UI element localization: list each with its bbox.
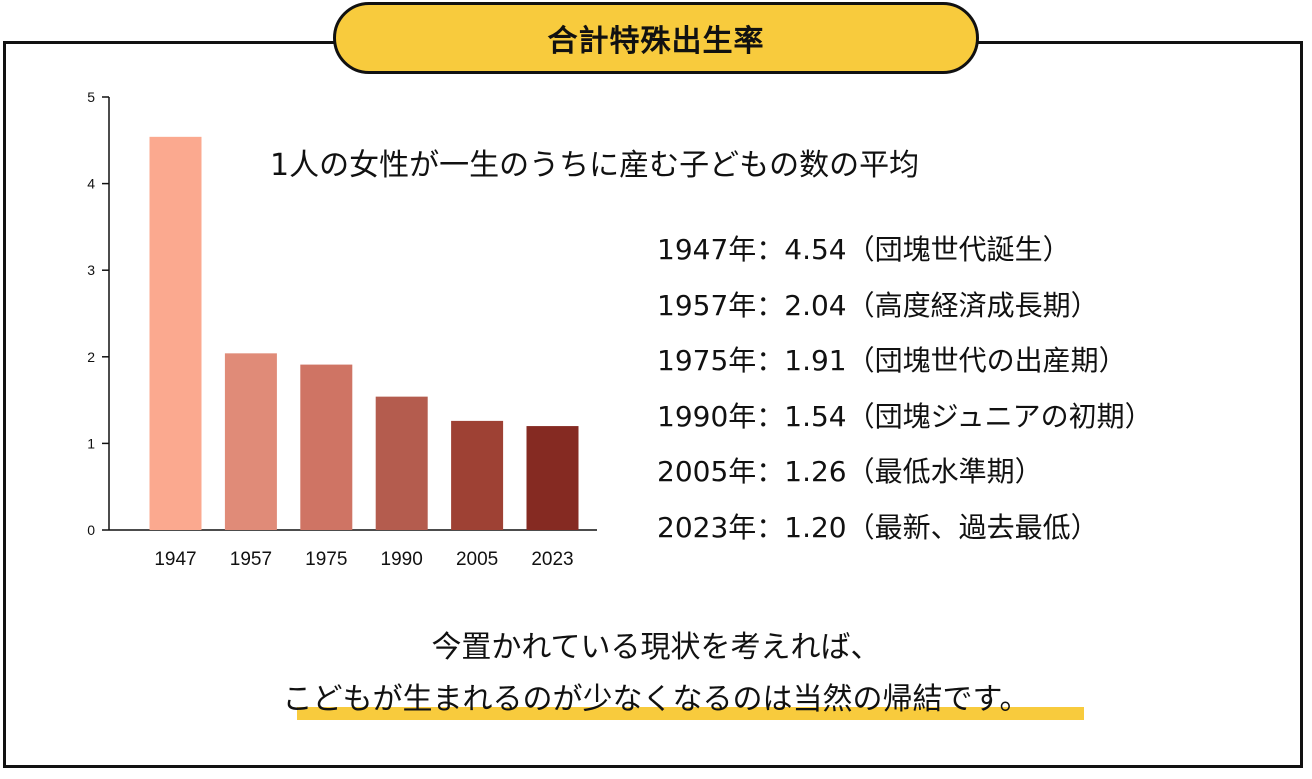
- bar-1947: [149, 136, 202, 530]
- annotation-1947: 1947年：4.54（団塊世代誕生）: [657, 233, 1071, 266]
- annotation-2005: 2005年：1.26（最低水準期）: [657, 455, 1043, 489]
- x-tick-label: 1990: [381, 549, 423, 570]
- x-tick-label: 2023: [531, 549, 573, 570]
- conclusion-line-2-wrap: こどもが生まれるのが少なくなるのは当然の帰結です。: [282, 674, 1084, 726]
- x-tick-label: 2005: [456, 549, 498, 570]
- y-tick-label: 3: [87, 262, 95, 278]
- y-tick-label: 1: [87, 435, 95, 451]
- conclusion: 今置かれている現状を考えれば、 こどもが生まれるのが少なくなるのは当然の帰結です…: [0, 622, 1312, 726]
- annotation-2023: 2023年：1.20（最新、過去最低）: [657, 510, 1099, 544]
- y-tick-label: 4: [87, 176, 95, 192]
- title-banner: 合計特殊出生率: [333, 2, 979, 74]
- chart-title: 合計特殊出生率: [547, 24, 765, 59]
- bar-1990: [375, 396, 428, 530]
- x-tick-label: 1957: [230, 549, 272, 570]
- x-tick-label: 1947: [154, 549, 196, 570]
- conclusion-line-2: こどもが生まれるのが少なくなるのは当然の帰結です。: [282, 682, 1030, 717]
- bar-1957: [224, 353, 277, 530]
- annotation-1957: 1957年：2.04（高度経済成長期）: [657, 288, 1099, 322]
- bar-1975: [300, 364, 353, 530]
- bar-2005: [451, 420, 504, 530]
- conclusion-line-1: 今置かれている現状を考えれば、: [431, 630, 881, 665]
- y-tick-label: 2: [87, 349, 95, 365]
- bar-chart: 0 1 2 3 4 5 1947 1957 1975 1990 2005 2023: [87, 89, 597, 570]
- y-tick-label: 5: [87, 89, 95, 105]
- annotation-list: 1947年：4.54（団塊世代誕生） 1957年：2.04（高度経済成長期） 1…: [657, 222, 1153, 556]
- annotation-1990: 1990年：1.54（団塊ジュニアの初期）: [657, 399, 1153, 433]
- content-frame: [3, 41, 1303, 768]
- annotation-1975: 1975年：1.91（団塊世代の出産期）: [657, 344, 1127, 378]
- y-tick-label: 0: [87, 522, 95, 538]
- x-tick-label: 1975: [305, 549, 347, 570]
- bar-2023: [526, 426, 579, 530]
- chart-subtitle: 1人の女性が一生のうちに産む子どもの数の平均: [270, 148, 920, 183]
- highlight-marker: [296, 707, 1084, 720]
